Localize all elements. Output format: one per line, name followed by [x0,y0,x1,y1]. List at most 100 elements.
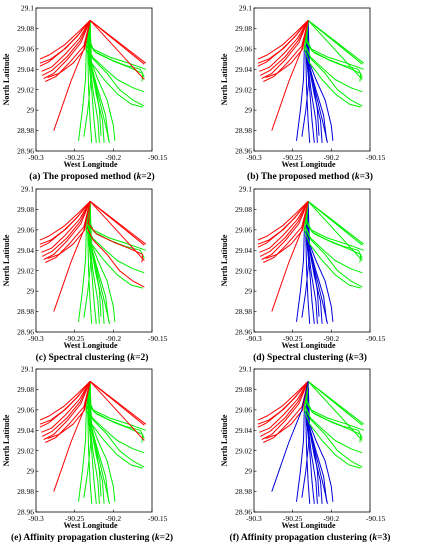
trajectory-south-6 [307,20,328,141]
axes-frame [253,7,371,152]
y-tick-label: 28.96 [235,147,252,156]
y-tick-label: 28.98 [235,307,252,316]
subplot-caption: (d) Spectral clustering (k=3) [253,352,367,363]
trajectory-south-6 [89,381,110,502]
y-tick-label: 29.06 [17,405,34,414]
x-tick-label: -90.3 [28,514,44,523]
x-tick-label: -90.3 [28,153,44,162]
y-tick-label: 29.02 [17,266,34,275]
y-tick-label: 29.08 [235,385,252,394]
trajectory-south-6 [89,20,110,141]
y-tick-label: 29 [27,287,35,296]
y-tick-label: 29.08 [17,24,34,33]
y-tick-label: 28.98 [17,126,34,135]
trajectory-east-6 [303,381,361,469]
x-tick-label: -90.25 [65,334,85,343]
trajectory-west-5 [41,381,91,437]
x-axis-label: West Longitude [64,160,118,169]
trajectory-east-6 [303,20,361,108]
x-tick-label: -90.25 [65,514,85,523]
y-tick-label: 28.96 [235,328,252,337]
y-tick-label: 29.08 [17,385,34,394]
y-tick-label: 29.04 [17,246,34,255]
axes-frame [253,188,371,333]
y-tick-label: 29.04 [235,65,252,74]
axes-frame [253,368,371,513]
trajectory-south-6 [307,201,328,322]
y-tick-label: 28.96 [17,508,34,517]
trajectory-east-3 [88,381,144,443]
trajectory-west-3 [257,200,309,248]
trajectory-west-1 [257,200,309,241]
trajectory-west-3 [39,200,91,248]
x-tick-label: -90.15 [148,153,168,162]
y-tick-label: 29.04 [235,426,252,435]
trajectory-east-6 [85,20,143,108]
y-tick-label: 29.06 [235,225,252,234]
trajectory-west-1 [39,380,91,421]
y-tick-label: 29.04 [17,65,34,74]
trajectory-east-3 [306,201,362,263]
x-tick-label: -90.2 [324,334,340,343]
trajectory-east-3 [306,20,362,82]
y-tick-label: 29.1 [21,185,34,194]
trajectory-east-6 [85,201,143,289]
y-tick-label: 29.06 [235,44,252,53]
y-tick-label: 29.08 [235,24,252,33]
x-tick-label: -90.3 [246,514,262,523]
trajectory-west-2 [39,380,91,425]
trajectory-west-6 [43,381,91,440]
y-axis-label: North Latitude [2,414,11,466]
y-tick-label: 29.02 [235,85,252,94]
subplot-caption: (e) Affinity propagation clustering (k=2… [11,532,173,543]
y-axis-label: North Latitude [220,53,229,105]
trajectory-west-4 [41,20,91,72]
subplot-6: 28.96 28.98 29 29.02 29.04 29.06 29.08 29.1 -90.… [220,365,390,543]
subplot-3: 28.96 28.98 29 29.02 29.04 29.06 29.08 29.1 -90.… [2,185,168,363]
trajectory-west-8 [265,201,309,259]
trajectory-west-2 [257,380,309,425]
y-tick-label: 29 [245,467,253,476]
y-axis-label: North Latitude [220,234,229,286]
subplot-1: 28.96 28.98 29 29.02 29.04 29.06 29.08 29.1 -90.… [2,4,168,182]
y-tick-label: 29.04 [17,426,34,435]
x-tick-label: -90.3 [28,334,44,343]
trajectory-diagonal-3 [89,380,147,425]
trajectory-diagonal-3 [89,19,147,64]
x-tick-label: -90.25 [283,514,303,523]
x-tick-label: -90.15 [366,334,386,343]
trajectory-west-5 [259,201,309,257]
y-tick-label: 28.98 [235,126,252,135]
x-tick-label: -90.2 [324,514,340,523]
trajectory-west-8 [47,381,91,439]
x-tick-label: -90.2 [106,153,122,162]
y-axis-label: North Latitude [2,53,11,105]
x-tick-label: -90.3 [246,153,262,162]
y-tick-label: 29 [245,287,253,296]
trajectory-east-6 [85,381,143,469]
trajectory-east-3 [306,381,362,443]
subplot-caption: (a) The proposed method (k=2) [29,171,154,182]
x-tick-label: -90.15 [148,334,168,343]
y-tick-label: 28.96 [235,508,252,517]
trajectory-west-5 [41,20,91,76]
subplot-2: 28.96 28.98 29 29.02 29.04 29.06 29.08 29.1 -90.… [220,4,386,182]
trajectory-sw-1 [271,381,309,492]
x-tick-label: -90.25 [283,153,303,162]
trajectory-sw-1 [271,20,309,131]
trajectory-west-2 [39,200,91,245]
trajectory-west-6 [261,201,309,260]
trajectory-west-6 [43,20,91,79]
trajectory-west-3 [257,380,309,428]
subplot-caption: (b) The proposed method (k=3) [247,171,373,182]
y-tick-label: 29 [245,106,253,115]
trajectory-west-1 [39,19,91,60]
trajectory-diagonal-2 [307,200,363,261]
y-axis-label: North Latitude [220,414,229,466]
trajectory-east-3 [88,201,144,263]
trajectory-west-8 [47,20,91,78]
y-tick-label: 28.98 [17,307,34,316]
x-tick-label: -90.25 [65,153,85,162]
y-tick-label: 29.06 [17,44,34,53]
